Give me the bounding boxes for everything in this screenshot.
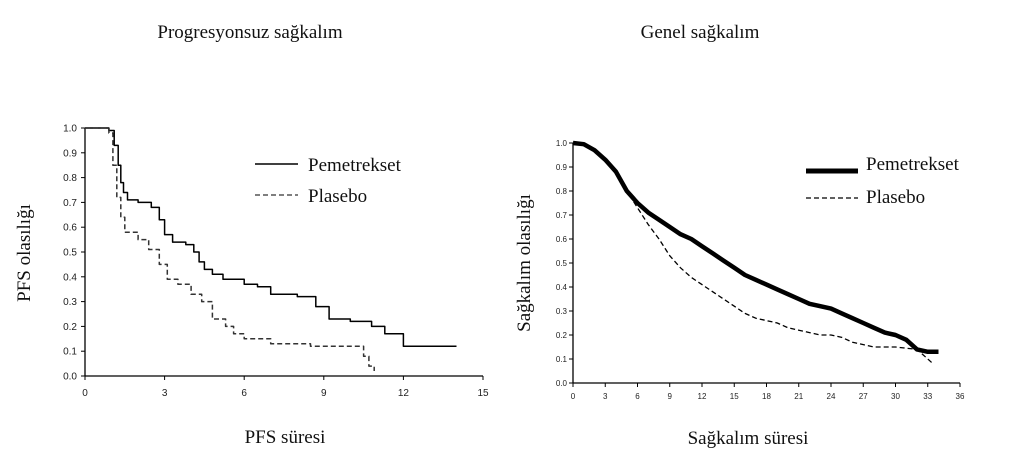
os-y-tick-label: 0.2 xyxy=(556,331,568,340)
os-legend-label-pemetrekset: Pemetrekset xyxy=(866,154,960,175)
pfs-y-tick-label: 0.3 xyxy=(63,297,77,308)
os-series-plasebo xyxy=(572,142,934,365)
pfs-x-tick-label: 15 xyxy=(477,388,489,399)
os-chart-title: Genel sağkalım xyxy=(641,22,760,43)
os-y-tick-label: 0.5 xyxy=(556,259,568,268)
pfs-x-tick-label: 3 xyxy=(162,388,168,399)
os-x-tick-label: 12 xyxy=(698,392,707,401)
os-x-tick-label: 15 xyxy=(730,392,739,401)
pfs-y-tick-label: 0.5 xyxy=(63,248,77,259)
os-x-tick-label: 6 xyxy=(635,392,640,401)
pfs-x-tick-label: 0 xyxy=(82,388,88,399)
os-legend-label-plasebo: Plasebo xyxy=(866,187,925,208)
os-x-tick-label: 9 xyxy=(668,392,673,401)
pfs-chart: Progresyonsuz sağkalım PFS olasılığı PFS… xyxy=(14,22,489,448)
os-chart: Genel sağkalım Sağkalım olasılığı Sağkal… xyxy=(514,22,965,449)
os-x-tick-label: 30 xyxy=(891,392,900,401)
pfs-x-axis-label: PFS süresi xyxy=(245,427,326,448)
pfs-legend-label-plasebo: Plasebo xyxy=(308,186,367,207)
os-axes: 0.00.10.20.30.40.50.60.70.80.91.00 3 6 9 12 1… xyxy=(556,139,965,401)
os-x-tick-label: 33 xyxy=(923,392,932,401)
os-y-tick-label: 0.3 xyxy=(556,307,568,316)
pfs-y-tick-label: 0.7 xyxy=(63,198,77,209)
os-x-tick-label: 18 xyxy=(762,392,771,401)
os-y-tick-label: 0.8 xyxy=(556,187,568,196)
os-x-tick-label: 24 xyxy=(827,392,836,401)
pfs-chart-title: Progresyonsuz sağkalım xyxy=(157,22,342,43)
pfs-series xyxy=(85,127,457,371)
pfs-y-axis-label: PFS olasılığı xyxy=(14,204,35,302)
os-legend: Pemetrekset Plasebo xyxy=(806,154,960,208)
os-y-tick-label: 0.6 xyxy=(556,235,568,244)
os-y-tick-label: 0.9 xyxy=(556,163,568,172)
os-y-tick-label: 0.1 xyxy=(556,355,568,364)
os-y-tick-label: 0.0 xyxy=(556,379,568,388)
pfs-series-plasebo xyxy=(85,127,375,371)
pfs-x-tick-label: 12 xyxy=(398,388,410,399)
os-y-axis-label: Sağkalım olasılığı xyxy=(514,194,535,332)
os-x-tick-label: 36 xyxy=(956,392,965,401)
pfs-y-tick-label: 0.2 xyxy=(63,322,77,333)
pfs-y-tick-label: 0.6 xyxy=(63,223,77,234)
pfs-y-tick-label: 0.1 xyxy=(63,347,77,358)
os-x-tick-label: 3 xyxy=(603,392,608,401)
os-series-pemetrekset xyxy=(572,140,939,355)
pfs-x-tick-label: 6 xyxy=(241,388,247,399)
pfs-x-tick-label: 9 xyxy=(321,388,327,399)
os-x-tick-label: 27 xyxy=(859,392,868,401)
pfs-series-pemetrekset xyxy=(85,127,457,347)
os-series xyxy=(572,140,939,365)
pfs-y-tick-label: 0.9 xyxy=(63,148,77,159)
os-y-tick-label: 1.0 xyxy=(556,139,568,148)
pfs-legend-label-pemetrekset: Pemetrekset xyxy=(308,155,402,176)
pfs-y-tick-label: 0.4 xyxy=(63,272,77,283)
pfs-legend: Pemetrekset Plasebo xyxy=(255,155,402,207)
os-y-tick-label: 0.7 xyxy=(556,211,568,220)
os-x-axis-label: Sağkalım süresi xyxy=(688,428,809,449)
os-x-tick-label: 21 xyxy=(794,392,803,401)
pfs-axes: 0.0 0.1 0.2 0.3 0.4 0.5 0.6 0.7 0.8 0.9 1.0 0 3 6 9 12 1… xyxy=(63,124,489,400)
os-y-tick-label: 0.4 xyxy=(556,283,568,292)
pfs-y-tick-label: 1.0 xyxy=(63,124,77,135)
pfs-y-tick-label: 0.8 xyxy=(63,173,77,184)
os-x-tick-label: 0 xyxy=(571,392,576,401)
pfs-y-tick-label: 0.0 xyxy=(63,372,77,383)
